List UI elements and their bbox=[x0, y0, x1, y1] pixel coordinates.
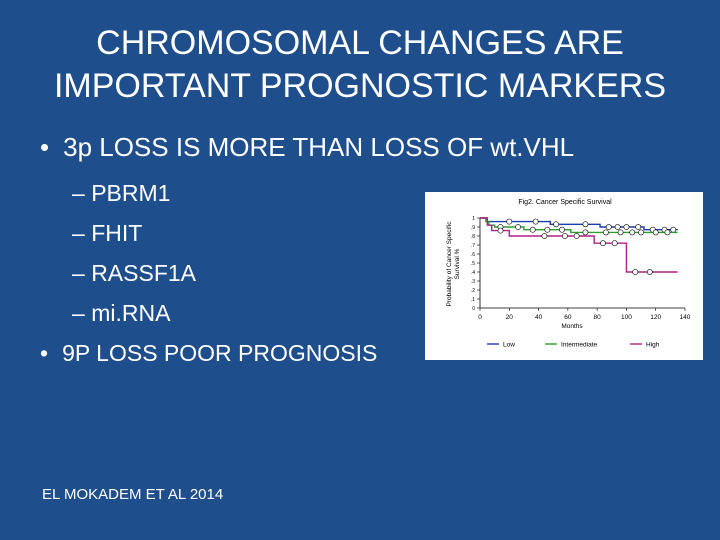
censor-marker-high bbox=[562, 233, 568, 239]
censor-marker-intermediate bbox=[617, 229, 624, 236]
censor-marker-low bbox=[582, 221, 589, 228]
censor-marker-intermediate bbox=[664, 229, 671, 236]
y-tick-label: .2 bbox=[471, 288, 475, 294]
subbullet-text: mi.RNA bbox=[91, 300, 171, 326]
x-tick-label: 20 bbox=[506, 314, 514, 321]
sub-marker: – bbox=[72, 260, 85, 286]
censor-marker-low bbox=[605, 224, 612, 230]
censor-marker-low bbox=[670, 226, 677, 233]
y-tick-label: .9 bbox=[471, 225, 475, 231]
bullet-text: 3p LOSS IS MORE THAN LOSS OF wt.VHL bbox=[63, 132, 575, 162]
subbullet-text: FHIT bbox=[91, 220, 143, 246]
y-tick-label: 0 bbox=[472, 306, 475, 312]
subbullet-item: – FHIT bbox=[72, 220, 142, 247]
sub-marker: – bbox=[72, 220, 85, 246]
bullet-text: 9P LOSS POOR PROGNOSIS bbox=[62, 340, 378, 366]
subbullet-text: PBRM1 bbox=[91, 180, 171, 206]
censor-marker-low bbox=[635, 224, 642, 230]
y-tick-label: .3 bbox=[471, 279, 475, 285]
bullet-9p-loss: • 9P LOSS POOR PROGNOSIS bbox=[40, 340, 377, 367]
title-line-2: IMPORTANT PROGNOSTIC MARKERS bbox=[53, 67, 667, 105]
censor-marker-low bbox=[532, 218, 539, 225]
censor-marker-low bbox=[614, 224, 621, 230]
subbullet-item: – mi.RNA bbox=[72, 300, 170, 327]
survival-chart-svg: Fig2. Cancer Specific Survival Probabili… bbox=[446, 199, 691, 349]
y-tick-label: .4 bbox=[471, 270, 475, 276]
subbullet-item: – RASSF1A bbox=[72, 260, 196, 287]
censor-marker-intermediate bbox=[638, 229, 644, 236]
citation: EL MOKADEM ET AL 2014 bbox=[42, 486, 224, 503]
x-tick-label: 40 bbox=[535, 314, 543, 321]
x-tick-label: 120 bbox=[650, 314, 661, 321]
sub-marker: – bbox=[72, 300, 85, 326]
bullet-marker: • bbox=[40, 340, 49, 366]
x-tick-label: 60 bbox=[564, 314, 572, 321]
x-tick-label: 80 bbox=[594, 314, 602, 321]
censor-marker-high bbox=[646, 269, 653, 275]
censor-marker-high bbox=[541, 233, 548, 239]
censor-marker-low bbox=[553, 221, 560, 228]
subbullet-item: – PBRM1 bbox=[72, 180, 170, 207]
series-line-intermediate bbox=[480, 217, 678, 234]
x-tick-label: 100 bbox=[621, 314, 632, 321]
y-tick-label: .7 bbox=[471, 243, 475, 249]
title-line-1: CHROMOSOMAL CHANGES ARE bbox=[96, 24, 624, 62]
y-tick-label: .1 bbox=[471, 297, 475, 303]
censor-marker-low bbox=[623, 224, 630, 230]
censor-marker-intermediate bbox=[544, 226, 551, 233]
censor-marker-intermediate bbox=[629, 229, 636, 236]
x-tick-label: 140 bbox=[680, 314, 691, 321]
censor-marker-intermediate bbox=[603, 229, 609, 236]
chart-title: Fig2. Cancer Specific Survival bbox=[518, 199, 612, 206]
censor-marker-high bbox=[632, 269, 639, 275]
bullet-marker: • bbox=[40, 132, 50, 162]
legend-label-high: High bbox=[646, 342, 660, 349]
subbullet-text: RASSF1A bbox=[91, 260, 197, 286]
x-tick-label: 0 bbox=[478, 314, 482, 321]
censor-marker-high bbox=[611, 240, 618, 247]
series-line-high bbox=[480, 217, 678, 273]
x-axis-label: Months bbox=[561, 323, 583, 330]
censor-marker-low bbox=[506, 218, 513, 225]
y-tick-label: .6 bbox=[471, 252, 475, 258]
bullet-3p-loss: • 3p LOSS IS MORE THAN LOSS OF wt.VHL bbox=[40, 132, 574, 163]
survival-chart: Fig2. Cancer Specific Survival Probabili… bbox=[425, 192, 703, 360]
legend-label-low: Low bbox=[503, 342, 515, 349]
slide-title: CHROMOSOMAL CHANGES ARE IMPORTANT PROGNO… bbox=[0, 22, 720, 108]
y-tick-label: .5 bbox=[471, 261, 475, 267]
censor-marker-intermediate bbox=[529, 226, 536, 233]
censor-marker-intermediate bbox=[515, 224, 521, 230]
y-tick-label: 1 bbox=[472, 216, 475, 222]
sub-marker: – bbox=[72, 180, 85, 206]
censor-marker-intermediate bbox=[582, 229, 589, 236]
y-axis-label-line-2: Survival % bbox=[454, 248, 461, 279]
censor-marker-high bbox=[600, 240, 606, 247]
censor-marker-intermediate bbox=[652, 229, 659, 236]
censor-marker-high bbox=[497, 227, 504, 234]
y-tick-label: .8 bbox=[471, 234, 475, 240]
censor-marker-intermediate bbox=[559, 226, 565, 233]
y-axis-label-line-1: Probability of Cancer Specific bbox=[446, 221, 453, 307]
censor-marker-high bbox=[573, 233, 580, 239]
legend-label-intermediate: Intermediate bbox=[561, 342, 598, 349]
